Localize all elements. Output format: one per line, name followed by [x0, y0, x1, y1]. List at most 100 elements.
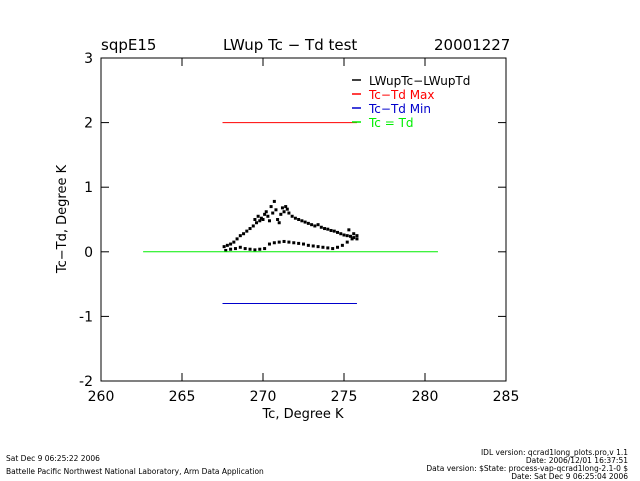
data-point: [272, 199, 276, 203]
data-point: [282, 210, 286, 214]
data-point: [329, 228, 333, 232]
data-point: [222, 245, 226, 249]
data-point: [225, 243, 229, 247]
data-point: [264, 210, 268, 214]
data-point: [269, 205, 273, 209]
data-point: [280, 206, 284, 210]
data-point: [287, 240, 291, 244]
footer-run-date: Date: Sat Dec 9 06:25:04 2006: [511, 472, 628, 481]
footer-idl-version: IDL version: qcrad1long_plots.pro,v 1.1: [480, 448, 628, 457]
data-point: [331, 247, 335, 251]
data-point: [272, 241, 276, 245]
y-tick-label: 2: [84, 116, 93, 132]
data-point: [248, 247, 252, 251]
data-point: [258, 219, 262, 223]
data-point: [263, 212, 267, 216]
data-point: [238, 245, 242, 249]
data-point: [282, 239, 286, 243]
data-point: [263, 247, 267, 251]
data-point: [297, 218, 301, 221]
y-tick-label: 0: [84, 245, 93, 261]
data-point: [251, 224, 255, 228]
data-point: [345, 240, 349, 244]
chart-date: 20001227: [434, 36, 511, 54]
x-tick-label: 275: [331, 389, 358, 405]
plot-frame: [100, 57, 507, 382]
legend-label: Tc−Td Min: [368, 102, 431, 116]
data-point: [232, 240, 236, 244]
x-tick-label: 270: [250, 389, 277, 405]
data-point: [277, 221, 281, 225]
data-point: [350, 237, 354, 241]
x-tick-label: 280: [412, 389, 439, 405]
data-point: [287, 211, 291, 215]
legend-label: Tc = Td: [368, 116, 414, 130]
x-axis-label: Tc, Degree K: [261, 407, 344, 422]
data-point: [316, 223, 320, 227]
data-point: [339, 232, 343, 236]
data-point: [332, 229, 336, 233]
footer-institution: Battelle Pacific Northwest National Labo…: [6, 467, 264, 476]
data-point: [233, 247, 237, 251]
data-point: [355, 234, 359, 238]
data-point: [292, 241, 296, 245]
data-point: [300, 219, 304, 223]
footer-data-version: Data version: $State: process-vap-qcrad1…: [426, 464, 628, 473]
data-point: [345, 234, 349, 238]
data-point: [302, 242, 305, 246]
data-point: [224, 249, 228, 253]
axis-ticks: 260 265 270 275 280 285 -2 -1 0 1 2 3: [79, 51, 519, 405]
data-point: [242, 232, 246, 236]
legend-label: LWupTc−LWupTd: [369, 74, 470, 88]
data-point: [271, 211, 275, 215]
data-point: [259, 216, 263, 220]
data-point: [342, 233, 346, 237]
data-point: [336, 230, 340, 234]
data-point: [348, 234, 352, 238]
data-point: [313, 224, 317, 228]
data-point: [306, 243, 310, 247]
data-point: [303, 220, 307, 224]
data-point: [229, 242, 233, 246]
data-point: [310, 223, 314, 227]
data-point: [316, 245, 320, 249]
data-point: [319, 225, 323, 229]
data-point: [276, 218, 280, 221]
data-point: [266, 214, 270, 218]
data-point: [340, 243, 344, 247]
data-point: [253, 248, 257, 252]
data-point: [311, 244, 315, 248]
x-tick-label: 265: [169, 389, 196, 405]
chart-title: LWup Tc − Td test: [223, 36, 358, 54]
data-point: [326, 246, 330, 250]
y-tick-label: 3: [84, 51, 93, 67]
footer-timestamp: Sat Dec 9 06:25:22 2006: [6, 454, 100, 463]
data-point: [347, 228, 351, 232]
data-point: [306, 221, 310, 225]
data-point: [352, 236, 356, 240]
site-label: sqpE15: [101, 36, 157, 54]
data-point: [326, 227, 330, 231]
footer-code-date: Date: 2006/12/01 16:37:51: [525, 456, 628, 465]
x-tick-label: 285: [493, 389, 520, 405]
data-point: [277, 240, 281, 244]
data-point: [355, 237, 359, 241]
legend-label: Tc−Td Max: [368, 88, 435, 102]
data-point: [235, 237, 239, 241]
data-point: [258, 247, 262, 251]
data-point: [297, 241, 301, 245]
x-tick-label: 260: [88, 389, 115, 405]
data-point: [229, 247, 233, 251]
data-point: [243, 247, 247, 251]
y-tick-label: -1: [79, 309, 93, 325]
data-point: [293, 216, 297, 220]
data-point: [248, 227, 252, 231]
y-axis-label: Tc−Td, Degree K: [55, 164, 70, 274]
data-point: [267, 242, 271, 246]
data-point: [290, 214, 294, 218]
data-point: [279, 212, 283, 216]
data-point: [285, 207, 289, 211]
data-point: [352, 232, 356, 236]
